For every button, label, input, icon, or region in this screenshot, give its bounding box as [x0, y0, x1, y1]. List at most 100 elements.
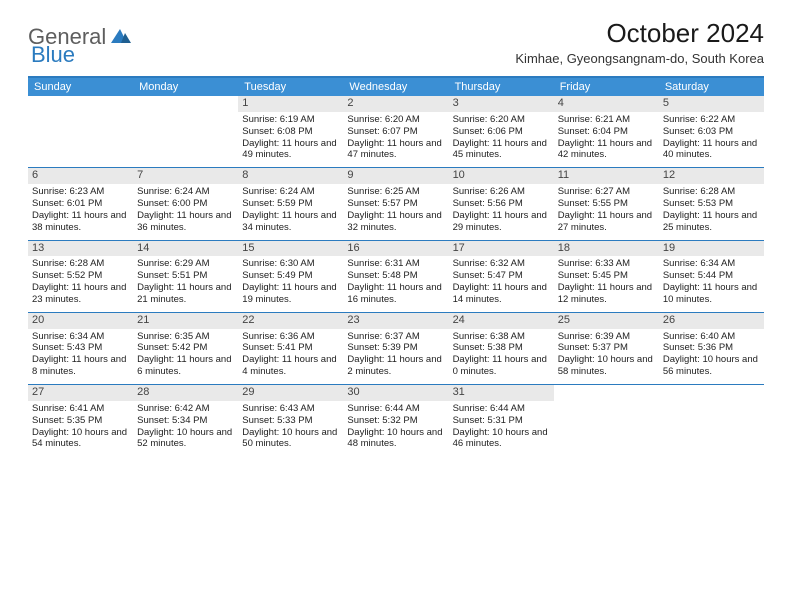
sunset-line: Sunset: 5:51 PM	[137, 270, 234, 282]
week-row: 27Sunrise: 6:41 AMSunset: 5:35 PMDayligh…	[28, 384, 764, 456]
day-number: 12	[659, 168, 764, 184]
sunset-line: Sunset: 5:57 PM	[347, 198, 444, 210]
day-cell: 25Sunrise: 6:39 AMSunset: 5:37 PMDayligh…	[554, 313, 659, 384]
day-number: 5	[659, 96, 764, 112]
day-header: Sunday	[28, 78, 133, 96]
sunset-line: Sunset: 5:33 PM	[242, 415, 339, 427]
sunrise-line: Sunrise: 6:36 AM	[242, 331, 339, 343]
day-cell: 16Sunrise: 6:31 AMSunset: 5:48 PMDayligh…	[343, 241, 448, 312]
sunset-line: Sunset: 5:48 PM	[347, 270, 444, 282]
day-number: 2	[343, 96, 448, 112]
day-number: 11	[554, 168, 659, 184]
daylight-line: Daylight: 11 hours and 4 minutes.	[242, 354, 339, 378]
day-header-row: SundayMondayTuesdayWednesdayThursdayFrid…	[28, 78, 764, 96]
daylight-line: Daylight: 11 hours and 47 minutes.	[347, 138, 444, 162]
daylight-line: Daylight: 11 hours and 8 minutes.	[32, 354, 129, 378]
day-cell: 7Sunrise: 6:24 AMSunset: 6:00 PMDaylight…	[133, 168, 238, 239]
day-header: Tuesday	[238, 78, 343, 96]
calendar: SundayMondayTuesdayWednesdayThursdayFrid…	[28, 76, 764, 456]
sunset-line: Sunset: 5:45 PM	[558, 270, 655, 282]
day-number: 19	[659, 241, 764, 257]
page: General October 2024 Kimhae, Gyeongsangn…	[0, 0, 792, 466]
week-row: 1Sunrise: 6:19 AMSunset: 6:08 PMDaylight…	[28, 96, 764, 167]
day-number	[554, 385, 659, 401]
day-number: 6	[28, 168, 133, 184]
day-header: Saturday	[659, 78, 764, 96]
sunrise-line: Sunrise: 6:35 AM	[137, 331, 234, 343]
daylight-line: Daylight: 11 hours and 2 minutes.	[347, 354, 444, 378]
day-number: 10	[449, 168, 554, 184]
sunrise-line: Sunrise: 6:41 AM	[32, 403, 129, 415]
day-cell: 3Sunrise: 6:20 AMSunset: 6:06 PMDaylight…	[449, 96, 554, 167]
day-number: 27	[28, 385, 133, 401]
day-number: 9	[343, 168, 448, 184]
day-header: Thursday	[449, 78, 554, 96]
daylight-line: Daylight: 10 hours and 48 minutes.	[347, 427, 444, 451]
daylight-line: Daylight: 11 hours and 16 minutes.	[347, 282, 444, 306]
day-cell	[133, 96, 238, 167]
day-number: 24	[449, 313, 554, 329]
sunrise-line: Sunrise: 6:22 AM	[663, 114, 760, 126]
day-cell: 23 Sunrise: 6:37 AMSunset: 5:39 PMDayligh…	[343, 313, 448, 384]
day-number: 8	[238, 168, 343, 184]
day-number	[659, 385, 764, 401]
day-cell: 26Sunrise: 6:40 AMSunset: 5:36 PMDayligh…	[659, 313, 764, 384]
sunrise-line: Sunrise: 6:40 AM	[663, 331, 760, 343]
day-header: Wednesday	[343, 78, 448, 96]
sunrise-line: Sunrise: 6:44 AM	[453, 403, 550, 415]
week-row: 13Sunrise: 6:28 AMSunset: 5:52 PMDayligh…	[28, 240, 764, 312]
sunrise-line: Sunrise: 6:27 AM	[558, 186, 655, 198]
title-block: October 2024 Kimhae, Gyeongsangnam-do, S…	[515, 18, 764, 66]
daylight-line: Daylight: 11 hours and 36 minutes.	[137, 210, 234, 234]
location-subtitle: Kimhae, Gyeongsangnam-do, South Korea	[515, 51, 764, 66]
day-cell: 8Sunrise: 6:24 AMSunset: 5:59 PMDaylight…	[238, 168, 343, 239]
daylight-line: Daylight: 11 hours and 25 minutes.	[663, 210, 760, 234]
day-cell: 2Sunrise: 6:20 AMSunset: 6:07 PMDaylight…	[343, 96, 448, 167]
sunset-line: Sunset: 5:36 PM	[663, 342, 760, 354]
sunrise-line: Sunrise: 6:29 AM	[137, 258, 234, 270]
day-cell: 9Sunrise: 6:25 AMSunset: 5:57 PMDaylight…	[343, 168, 448, 239]
logo-text-blue: Blue	[31, 42, 75, 68]
day-cell: 10Sunrise: 6:26 AMSunset: 5:56 PMDayligh…	[449, 168, 554, 239]
daylight-line: Daylight: 10 hours and 52 minutes.	[137, 427, 234, 451]
day-number: 13	[28, 241, 133, 257]
sunrise-line: Sunrise: 6:25 AM	[347, 186, 444, 198]
day-cell: 18Sunrise: 6:33 AMSunset: 5:45 PMDayligh…	[554, 241, 659, 312]
day-number: 22	[238, 313, 343, 329]
day-number: 25	[554, 313, 659, 329]
day-cell: 15Sunrise: 6:30 AMSunset: 5:49 PMDayligh…	[238, 241, 343, 312]
sunset-line: Sunset: 5:49 PM	[242, 270, 339, 282]
sunset-line: Sunset: 5:39 PM	[347, 342, 444, 354]
day-number: 17	[449, 241, 554, 257]
daylight-line: Daylight: 11 hours and 23 minutes.	[32, 282, 129, 306]
sunset-line: Sunset: 6:06 PM	[453, 126, 550, 138]
sunrise-line: Sunrise: 6:23 AM	[32, 186, 129, 198]
sunrise-line: Sunrise: 6:26 AM	[453, 186, 550, 198]
sunset-line: Sunset: 5:59 PM	[242, 198, 339, 210]
day-cell	[28, 96, 133, 167]
sunset-line: Sunset: 5:34 PM	[137, 415, 234, 427]
sunrise-line: Sunrise: 6:30 AM	[242, 258, 339, 270]
sunset-line: Sunset: 6:00 PM	[137, 198, 234, 210]
day-cell: 1Sunrise: 6:19 AMSunset: 6:08 PMDaylight…	[238, 96, 343, 167]
day-cell: 12Sunrise: 6:28 AMSunset: 5:53 PMDayligh…	[659, 168, 764, 239]
day-number: 14	[133, 241, 238, 257]
daylight-line: Daylight: 11 hours and 0 minutes.	[453, 354, 550, 378]
day-cell	[554, 385, 659, 456]
daylight-line: Daylight: 11 hours and 45 minutes.	[453, 138, 550, 162]
logo-triangle-icon	[111, 27, 131, 48]
day-number: 23	[343, 313, 448, 329]
daylight-line: Daylight: 11 hours and 19 minutes.	[242, 282, 339, 306]
sunrise-line: Sunrise: 6:20 AM	[347, 114, 444, 126]
sunset-line: Sunset: 5:32 PM	[347, 415, 444, 427]
sunset-line: Sunset: 5:42 PM	[137, 342, 234, 354]
day-number: 18	[554, 241, 659, 257]
sunrise-line: Sunrise: 6:37 AM	[347, 331, 444, 343]
daylight-line: Daylight: 11 hours and 21 minutes.	[137, 282, 234, 306]
day-number: 28	[133, 385, 238, 401]
sunset-line: Sunset: 5:55 PM	[558, 198, 655, 210]
daylight-line: Daylight: 11 hours and 10 minutes.	[663, 282, 760, 306]
sunrise-line: Sunrise: 6:33 AM	[558, 258, 655, 270]
daylight-line: Daylight: 11 hours and 6 minutes.	[137, 354, 234, 378]
daylight-line: Daylight: 10 hours and 56 minutes.	[663, 354, 760, 378]
